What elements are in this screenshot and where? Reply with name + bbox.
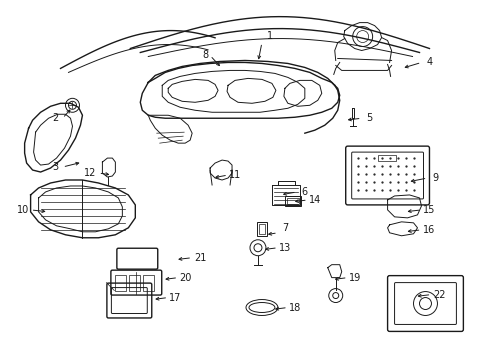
Text: 1: 1	[266, 31, 272, 41]
Text: 13: 13	[278, 243, 290, 253]
Text: 9: 9	[431, 173, 438, 183]
Bar	[377, 155, 395, 161]
Bar	[115, 275, 126, 291]
Text: 8: 8	[202, 50, 208, 60]
Text: 12: 12	[84, 168, 97, 178]
Bar	[143, 275, 154, 291]
Bar	[285, 196, 300, 206]
Text: 20: 20	[179, 273, 191, 283]
Text: 2: 2	[52, 113, 59, 123]
Bar	[256, 222, 266, 236]
Text: 22: 22	[432, 289, 445, 300]
Text: 10: 10	[17, 205, 29, 215]
Text: 15: 15	[423, 205, 435, 215]
Text: 6: 6	[301, 187, 307, 197]
Text: 5: 5	[366, 113, 372, 123]
Text: 17: 17	[169, 293, 181, 302]
Bar	[129, 275, 140, 291]
Text: 7: 7	[281, 223, 287, 233]
Text: 14: 14	[308, 195, 320, 205]
Text: 16: 16	[423, 225, 435, 235]
Text: 19: 19	[348, 273, 360, 283]
Bar	[259, 224, 264, 234]
Text: 4: 4	[426, 58, 432, 67]
Text: 11: 11	[228, 170, 241, 180]
Bar	[286, 198, 298, 204]
Text: 21: 21	[194, 253, 206, 263]
Text: 3: 3	[52, 162, 59, 172]
Text: 18: 18	[288, 302, 301, 312]
